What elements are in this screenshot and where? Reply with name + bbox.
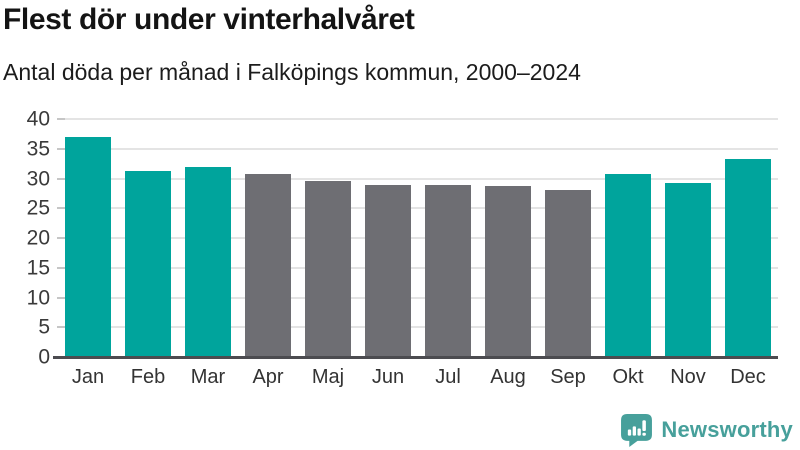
bar-nov — [665, 183, 711, 357]
newsworthy-icon — [621, 414, 653, 447]
y-tick-30 — [57, 177, 65, 180]
y-tick-label-35: 35 — [26, 137, 50, 161]
x-tick-label-jun: Jun — [371, 366, 405, 388]
x-tick-label-jul: Jul — [435, 366, 461, 388]
x-tick-label-maj: Maj — [311, 366, 345, 388]
newsworthy-wordmark: Newsworthy — [661, 417, 793, 442]
y-tick-20 — [57, 237, 65, 239]
gridline-15 — [58, 266, 778, 269]
bar-sep — [545, 189, 591, 357]
x-tick-label-sep: Sep — [550, 366, 586, 388]
bar-feb — [125, 170, 171, 357]
y-tick-label-30: 30 — [26, 167, 50, 190]
gridline-25 — [58, 207, 778, 210]
bar-apr — [245, 173, 291, 357]
y-tick-25 — [57, 207, 65, 210]
bar-aug — [485, 185, 531, 357]
bar-jun — [365, 185, 411, 357]
x-tick-label-nov: Nov — [670, 366, 706, 388]
x-axis-line — [53, 356, 778, 359]
gridline-20 — [58, 237, 778, 239]
plot-area — [57, 118, 778, 357]
gridline-10 — [58, 296, 778, 299]
bar-okt — [605, 173, 651, 357]
y-tick-35 — [57, 147, 65, 150]
y-tick-label-15: 15 — [26, 256, 50, 280]
x-tick-label-mar: Mar — [190, 366, 226, 388]
chart-title: Flest dör under vinterhalvåret — [3, 3, 415, 36]
gridline-5 — [58, 326, 778, 329]
y-tick-label-20: 20 — [26, 226, 50, 250]
bar-jul — [425, 185, 471, 357]
y-tick-label-40: 40 — [26, 107, 50, 131]
y-tick-label-0: 0 — [38, 345, 50, 369]
x-tick-label-aug: Aug — [490, 366, 526, 388]
y-tick-5 — [57, 326, 65, 329]
x-tick-label-feb: Feb — [130, 366, 166, 388]
y-tick-40 — [57, 118, 65, 120]
bar-maj — [305, 181, 351, 357]
x-tick-label-okt: Okt — [612, 366, 644, 388]
gridline-35 — [58, 147, 778, 150]
bar-jan — [65, 137, 111, 357]
x-tick-label-apr: Apr — [252, 366, 284, 388]
y-tick-10 — [57, 296, 65, 299]
y-tick-15 — [57, 266, 65, 269]
gridline-40 — [58, 118, 778, 120]
y-tick-label-10: 10 — [26, 286, 50, 309]
chart-subtitle: Antal döda per månad i Falköpings kommun… — [3, 59, 581, 85]
bar-mar — [185, 166, 231, 357]
bar-dec — [725, 158, 771, 357]
y-axis: 0 5 10 15 20 25 30 35 40 — [0, 109, 50, 368]
x-tick-label-dec: Dec — [730, 366, 766, 388]
y-tick-label-25: 25 — [26, 196, 50, 220]
x-axis: Jan Feb Mar Apr Maj Jun Jul Aug Sep Okt Nov Dec — [58, 366, 778, 392]
newsworthy-logo: Newsworthy — [620, 413, 793, 447]
x-tick-label-jan: Jan — [71, 366, 105, 388]
gridline-30 — [58, 177, 778, 180]
y-tick-label-5: 5 — [38, 315, 50, 339]
